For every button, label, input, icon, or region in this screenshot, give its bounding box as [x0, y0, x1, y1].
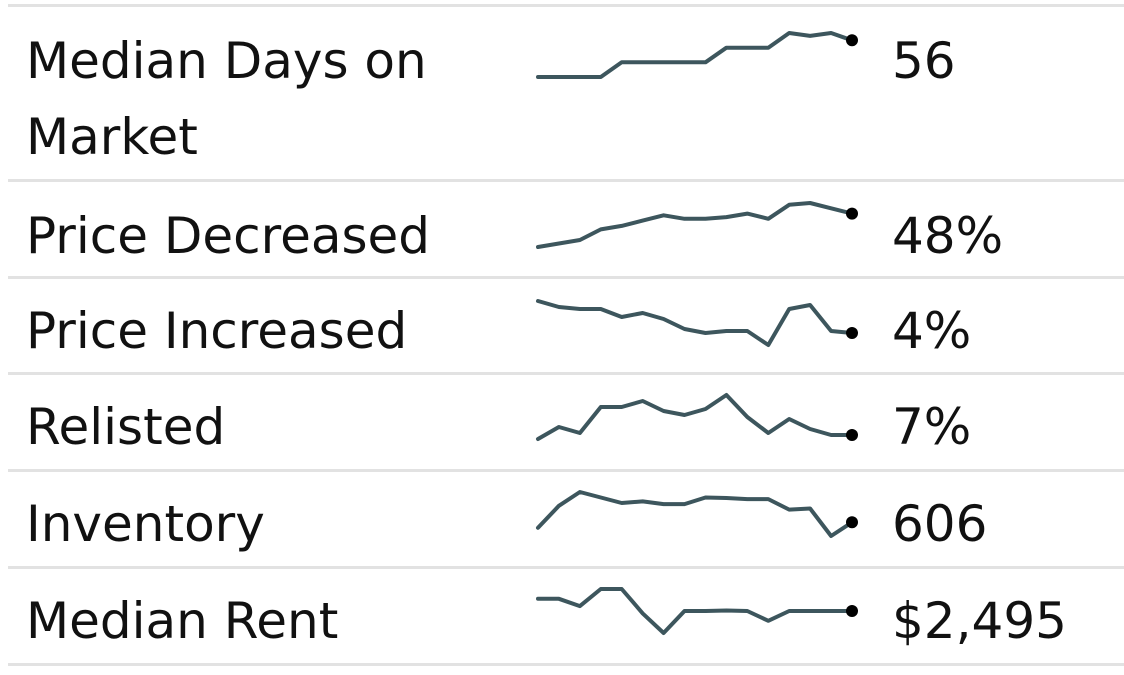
row-value: 606 [892, 495, 988, 553]
sparkline-end-dot [846, 34, 858, 47]
sparkline-price-increased [536, 299, 858, 347]
row-label-line1: Median Rent [26, 592, 339, 650]
sparkline-end-dot [846, 207, 858, 220]
row-value: 48% [892, 207, 1004, 265]
row-relisted: Relisted 7% [8, 375, 1124, 469]
sparkline-end-dot [846, 605, 858, 617]
sparkline-end-dot [846, 429, 858, 441]
market-stats-table: Median Days on Market 56 Price Decreased… [8, 0, 1124, 675]
sparkline-relisted [536, 393, 858, 441]
row-value: $2,495 [892, 592, 1067, 650]
row-median-rent: Median Rent $2,495 [8, 569, 1124, 663]
row-price-increased: Price Increased 4% [8, 279, 1124, 372]
sparkline-end-dot [846, 327, 858, 339]
sparkline-path [536, 393, 854, 441]
divider-bottom [8, 663, 1124, 666]
row-price-decreased: Price Decreased 48% [8, 182, 1124, 276]
sparkline-price-decreased [536, 201, 858, 249]
row-label-line2: Market [26, 108, 198, 166]
sparkline-path [536, 299, 854, 347]
sparkline-path [536, 201, 854, 249]
row-value: 7% [892, 398, 972, 456]
row-label-line1: Price Increased [26, 302, 408, 360]
sparkline-inventory [536, 490, 858, 538]
row-label-line1: Median Days on [26, 32, 427, 90]
row-label: Price Increased [26, 293, 407, 369]
row-label-line1: Relisted [26, 398, 226, 456]
divider [8, 469, 1124, 472]
row-label: Price Decreased [26, 198, 430, 274]
row-label: Inventory [26, 486, 265, 562]
divider [8, 566, 1124, 569]
sparkline-median-rent [536, 587, 858, 635]
row-label: Relisted [26, 389, 225, 465]
row-value: 56 [892, 32, 956, 90]
sparkline-median-days [536, 31, 858, 79]
row-label: Median Rent [26, 583, 338, 659]
divider [8, 179, 1124, 182]
sparkline-path [536, 31, 854, 79]
row-label: Median Days on Market [26, 23, 427, 175]
row-label-line1: Price Decreased [26, 207, 431, 265]
row-inventory: Inventory 606 [8, 472, 1124, 566]
row-label-line1: Inventory [26, 495, 265, 553]
divider [8, 372, 1124, 375]
divider-top [8, 4, 1124, 7]
row-median-days-on-market: Median Days on Market 56 [8, 7, 1124, 179]
sparkline-path [536, 587, 854, 635]
divider [8, 276, 1124, 279]
row-value: 4% [892, 302, 972, 360]
sparkline-end-dot [846, 516, 858, 529]
sparkline-path [536, 490, 854, 538]
